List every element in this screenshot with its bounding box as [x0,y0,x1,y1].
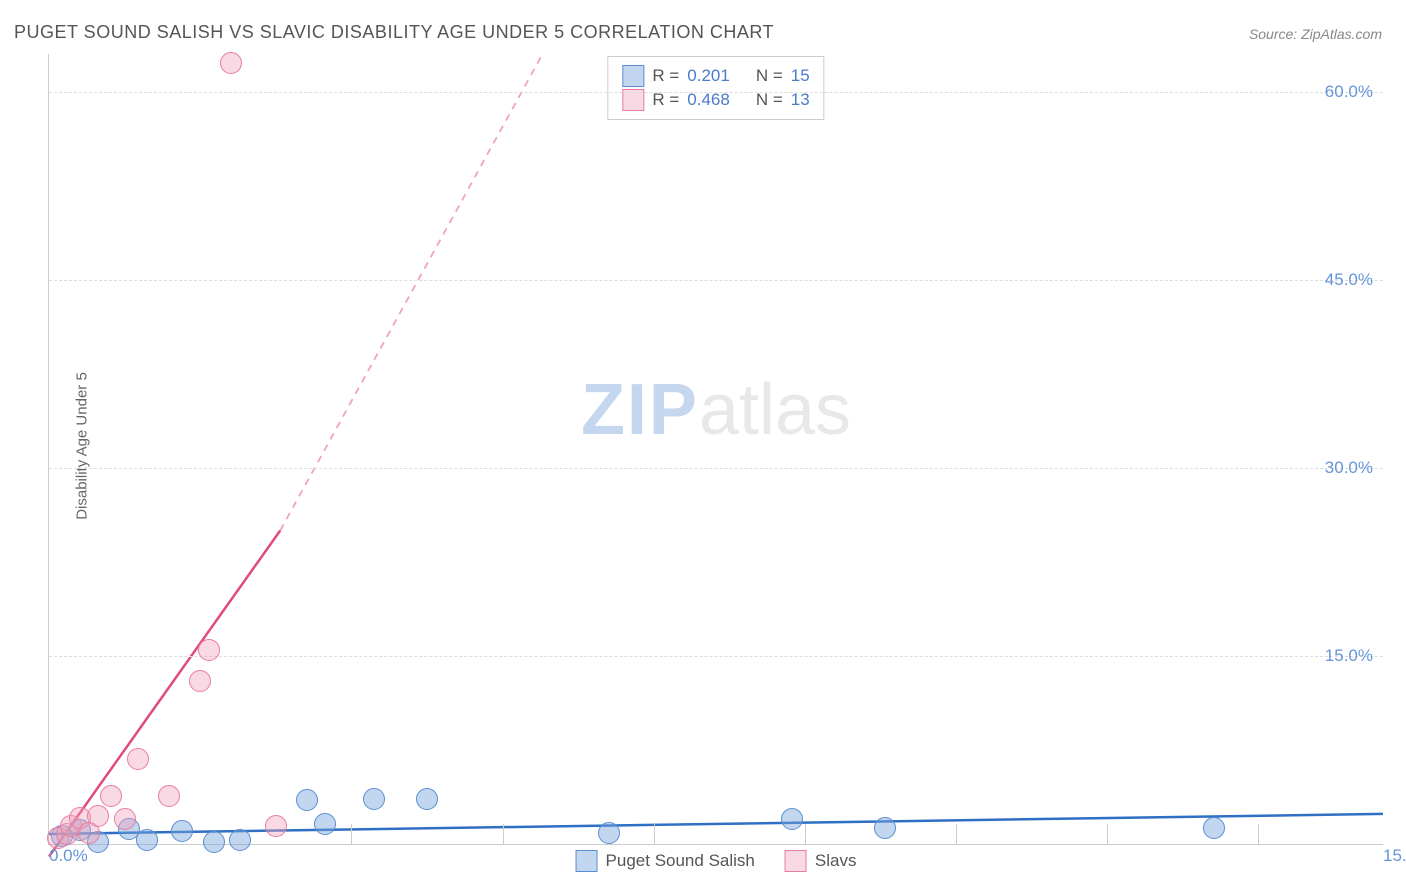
r-label: R = [652,66,679,86]
x-tick [956,824,957,844]
data-point [136,829,158,851]
legend-series: Puget Sound Salish Slavs [576,850,857,872]
legend-item: Puget Sound Salish [576,850,755,872]
data-point [87,805,109,827]
n-label: N = [756,66,783,86]
data-point [127,748,149,770]
data-point [171,820,193,842]
data-point [220,52,242,74]
plot-area: ZIPatlas R = 0.201 N = 15 R = 0.468 N = … [48,54,1383,845]
data-point [158,785,180,807]
correlation-chart: PUGET SOUND SALISH VS SLAVIC DISABILITY … [0,0,1406,892]
data-point [198,639,220,661]
n-value-1: 13 [791,90,810,110]
source-attribution: Source: ZipAtlas.com [1249,26,1382,42]
legend-swatch-series-0 [622,65,644,87]
legend-swatch-series-1 [785,850,807,872]
x-tick [654,824,655,844]
x-tick-label: 0.0% [49,846,88,866]
trend-line [280,54,542,531]
x-tick [1107,824,1108,844]
legend-item: Slavs [785,850,857,872]
x-tick-label: 15.0% [1383,846,1406,866]
gridline [49,656,1383,657]
n-label: N = [756,90,783,110]
legend-stats: R = 0.201 N = 15 R = 0.468 N = 13 [607,56,824,120]
y-tick-label: 15.0% [1325,646,1373,666]
gridline [49,468,1383,469]
data-point [874,817,896,839]
x-tick [805,824,806,844]
y-tick-label: 60.0% [1325,82,1373,102]
chart-title: PUGET SOUND SALISH VS SLAVIC DISABILITY … [14,22,774,43]
data-point [229,829,251,851]
data-point [203,831,225,853]
gridline [49,92,1383,93]
data-point [598,822,620,844]
legend-label: Slavs [815,851,857,871]
r-value-1: 0.468 [687,90,730,110]
legend-stats-row: R = 0.201 N = 15 [622,65,809,87]
y-tick-label: 30.0% [1325,458,1373,478]
data-point [416,788,438,810]
data-point [296,789,318,811]
r-label: R = [652,90,679,110]
gridline [49,280,1383,281]
data-point [265,815,287,837]
data-point [314,813,336,835]
trend-lines-svg [49,54,1383,844]
data-point [100,785,122,807]
legend-label: Puget Sound Salish [606,851,755,871]
x-tick [503,824,504,844]
x-tick [351,824,352,844]
n-value-0: 15 [791,66,810,86]
data-point [114,808,136,830]
legend-swatch-series-0 [576,850,598,872]
x-tick [1258,824,1259,844]
y-tick-label: 45.0% [1325,270,1373,290]
trend-line [49,814,1383,834]
data-point [363,788,385,810]
data-point [1203,817,1225,839]
r-value-0: 0.201 [687,66,730,86]
data-point [781,808,803,830]
data-point [189,670,211,692]
